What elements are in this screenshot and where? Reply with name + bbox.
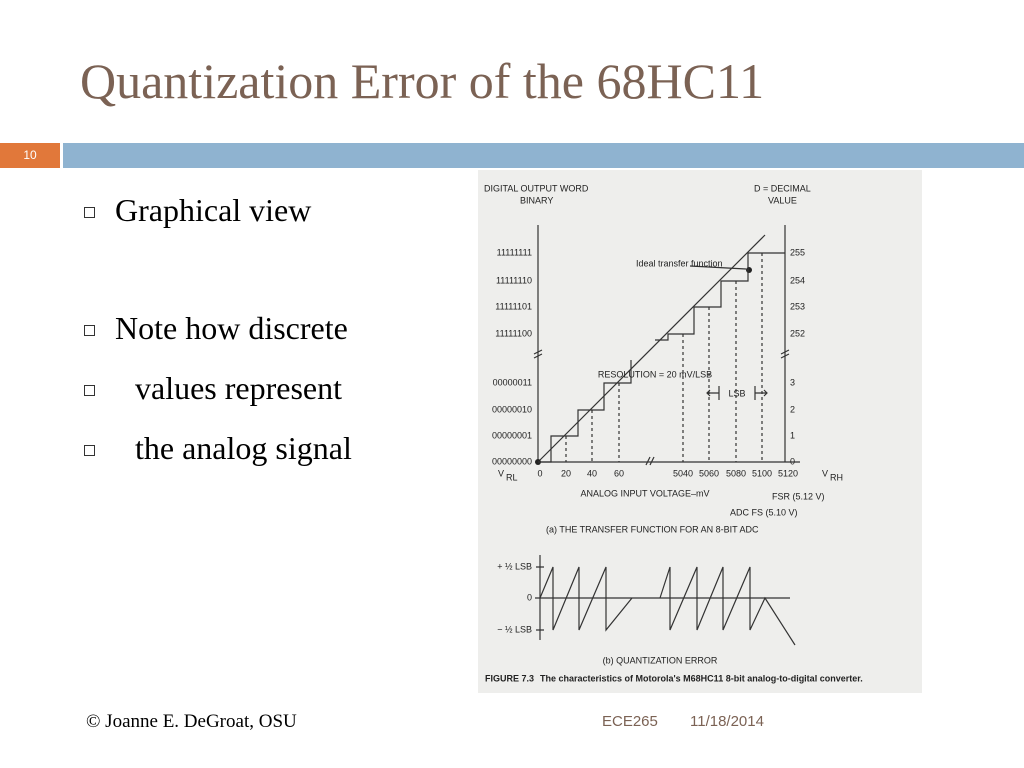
figure-background <box>478 170 922 693</box>
leader <box>689 265 747 270</box>
figure-text: 1 <box>790 430 795 440</box>
footer-author: © Joanne E. DeGroat, OSU <box>86 711 297 732</box>
bullet: Graphical view <box>115 192 312 228</box>
figure-text: 0 <box>790 456 795 466</box>
figure-text: D = DECIMAL <box>754 183 811 193</box>
figure-text: + ½ LSB <box>497 561 532 571</box>
bullet-marker <box>84 445 95 456</box>
figure-text: RESOLUTION = 20 mV/LSB <box>598 369 712 379</box>
step-guides <box>565 253 763 462</box>
figure-text: FIGURE 7.3 <box>485 673 534 683</box>
figure-text: 20 <box>561 468 571 478</box>
error-sawtooth <box>539 566 796 646</box>
figure-text: 60 <box>614 468 624 478</box>
bullet: Note how discrete <box>115 310 348 346</box>
figure-text: 11111111 <box>497 247 532 257</box>
error-ticks <box>536 566 544 631</box>
figure-text: 5060 <box>699 468 719 478</box>
figure-text: 00000001 <box>492 430 532 440</box>
figure-text: (a) THE TRANSFER FUNCTION FOR AN 8-BIT A… <box>546 524 759 534</box>
figure-text: 5100 <box>752 468 772 478</box>
figure-text: 5120 <box>778 468 798 478</box>
footer-date: 11/18/2014 <box>690 713 764 730</box>
bullet-marker <box>84 385 95 396</box>
figure-text: RL <box>506 472 518 482</box>
figure-text: 0 <box>527 592 532 602</box>
figure-text: 3 <box>790 377 795 387</box>
figure-text: ADC FS (5.10 V) <box>730 507 798 517</box>
slide-title: Quantization Error of the 68HC11 <box>80 53 765 109</box>
figure-text: 5080 <box>726 468 746 478</box>
figure-text: Ideal transfer function <box>636 258 723 268</box>
figure-text: 252 <box>790 328 805 338</box>
figure-text: ANALOG INPUT VOLTAGE–mV <box>580 488 709 498</box>
figure-text: FSR (5.12 V) <box>772 491 825 501</box>
figure-text: 11111101 <box>495 301 532 311</box>
figure-text: 5040 <box>673 468 693 478</box>
figure-text: RH <box>830 472 843 482</box>
figure-text: 11111100 <box>495 328 532 338</box>
figure-text: BINARY <box>520 195 553 205</box>
ideal-point <box>746 267 752 273</box>
bullet: values represent <box>135 370 343 406</box>
staircase <box>655 252 785 341</box>
figure-text: 254 <box>790 275 805 285</box>
figure-text: 00000010 <box>492 404 532 414</box>
header-bar <box>63 143 1024 168</box>
figure-text: 40 <box>587 468 597 478</box>
ideal-line <box>537 234 766 463</box>
axis-breaks <box>533 349 790 466</box>
figure-text: VALUE <box>768 195 797 205</box>
figure-text: 00000000 <box>492 456 532 466</box>
figure-text: − ½ LSB <box>497 624 532 634</box>
bullet-marker <box>84 207 95 218</box>
figure-text: LSB <box>728 388 745 398</box>
figure-text: 253 <box>790 301 805 311</box>
figure-text: 2 <box>790 404 795 414</box>
figure-text: 0 <box>537 468 542 478</box>
figure-text: (b) QUANTIZATION ERROR <box>603 655 718 665</box>
footer-course: ECE265 <box>602 713 658 730</box>
figure-text: The characteristics of Motorola's M68HC1… <box>540 673 863 683</box>
slide-number: 10 <box>0 143 60 168</box>
figure-text: 11111110 <box>496 275 532 285</box>
figure-text: V <box>822 468 828 478</box>
figure-text: 255 <box>790 247 805 257</box>
lsb-arrows <box>706 386 768 400</box>
figure-text: DIGITAL OUTPUT WORD <box>484 183 589 193</box>
staircase <box>538 360 632 463</box>
bullet-marker <box>84 325 95 336</box>
figure-text: 00000011 <box>493 377 532 387</box>
figure-text: V <box>498 468 504 478</box>
figure: DIGITAL OUTPUT WORD BINARY D = DECIMAL VALU… <box>478 170 922 693</box>
bullet: the analog signal <box>135 430 352 466</box>
